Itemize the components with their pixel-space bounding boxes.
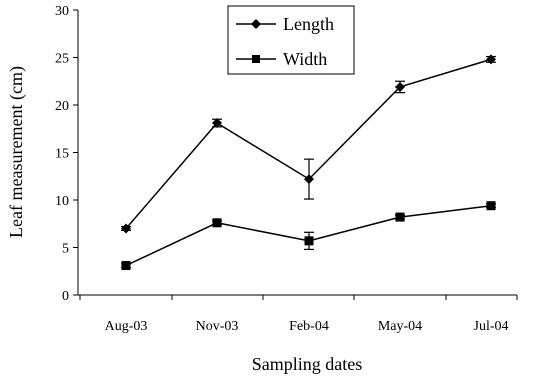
data-point xyxy=(304,236,314,246)
series-layer xyxy=(121,54,496,271)
data-point xyxy=(395,212,405,222)
series-length xyxy=(121,54,496,234)
data-point xyxy=(212,118,222,129)
legend-label-width: Width xyxy=(283,49,327,69)
legend-box xyxy=(227,5,355,75)
series-width xyxy=(121,201,496,271)
y-axis-title: Leaf measurement (cm) xyxy=(6,66,27,238)
data-point xyxy=(212,218,222,228)
data-point xyxy=(304,174,314,185)
y-tick-label: 5 xyxy=(62,242,69,257)
x-tick-label: May-04 xyxy=(378,319,422,334)
data-point xyxy=(395,81,405,92)
x-tick-label: Feb-04 xyxy=(289,319,329,334)
y-axis-ticks: 0 5 10 15 20 25 30 xyxy=(55,4,78,304)
legend-marker-width xyxy=(252,55,260,63)
data-point xyxy=(121,261,131,271)
data-point xyxy=(121,223,131,234)
x-tick-label: Aug-03 xyxy=(105,319,148,334)
x-tick-label: Nov-03 xyxy=(196,319,239,334)
x-axis-title: Sampling dates xyxy=(252,354,363,374)
legend-marker-length xyxy=(251,19,261,29)
y-tick-label: 10 xyxy=(55,194,69,209)
legend-label-length: Length xyxy=(283,14,334,34)
legend: Length Width xyxy=(227,5,355,75)
y-tick-label: 20 xyxy=(55,99,69,114)
y-tick-label: 25 xyxy=(55,52,69,67)
y-tick-label: 30 xyxy=(55,4,69,19)
y-tick-label: 15 xyxy=(55,147,69,162)
x-axis-ticks: Aug-03 Nov-03 Feb-04 May-04 Jul-04 xyxy=(79,295,518,334)
data-point xyxy=(486,54,496,65)
x-tick-label: Jul-04 xyxy=(474,319,509,334)
data-point xyxy=(486,201,496,211)
series-line-length xyxy=(125,58,492,229)
y-tick-label: 0 xyxy=(62,289,69,304)
